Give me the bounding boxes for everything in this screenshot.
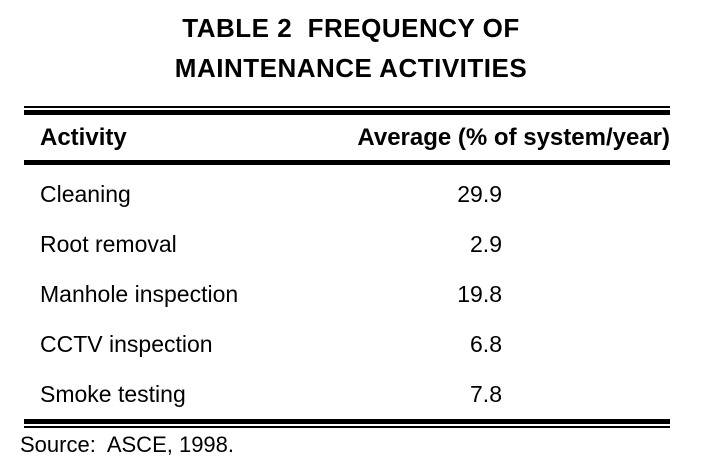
table-title-line1: TABLE 2 FREQUENCY OF <box>182 13 520 43</box>
value-cell: 7.8 <box>470 380 502 407</box>
table-row: CCTV inspection 6.8 <box>24 319 670 369</box>
value-cell: 2.9 <box>470 230 502 257</box>
activity-cell: Smoke testing <box>40 380 186 407</box>
bottom-double-rule <box>24 419 670 428</box>
maintenance-frequency-table: Activity Average (% of system/year) Clea… <box>24 106 670 428</box>
table-title-line2: MAINTENANCE ACTIVITIES <box>174 53 528 83</box>
table-row: Smoke testing 7.8 <box>24 369 670 419</box>
table-row: Root removal 2.9 <box>24 219 670 269</box>
value-cell: 29.9 <box>457 180 502 207</box>
column-header-average: Average (% of system/year) <box>357 123 670 151</box>
activity-cell: Cleaning <box>40 180 131 207</box>
value-cell: 19.8 <box>457 280 502 307</box>
table-row: Cleaning 29.9 <box>24 169 670 219</box>
top-double-rule <box>24 106 670 115</box>
table-header-row: Activity Average (% of system/year) <box>24 115 670 160</box>
value-cell: 6.8 <box>470 330 502 357</box>
table-title: TABLE 2 FREQUENCY OF MAINTENANCE ACTIVIT… <box>0 0 702 88</box>
column-header-activity: Activity <box>40 123 127 151</box>
source-note: Source: ASCE, 1998. <box>20 432 235 457</box>
activity-cell: Manhole inspection <box>40 280 239 307</box>
table-row: Manhole inspection 19.8 <box>24 269 670 319</box>
header-rule <box>24 160 670 165</box>
activity-cell: CCTV inspection <box>40 330 213 357</box>
activity-cell: Root removal <box>40 230 177 257</box>
table-body: Cleaning 29.9 Root removal 2.9 Manhole i… <box>24 165 670 419</box>
